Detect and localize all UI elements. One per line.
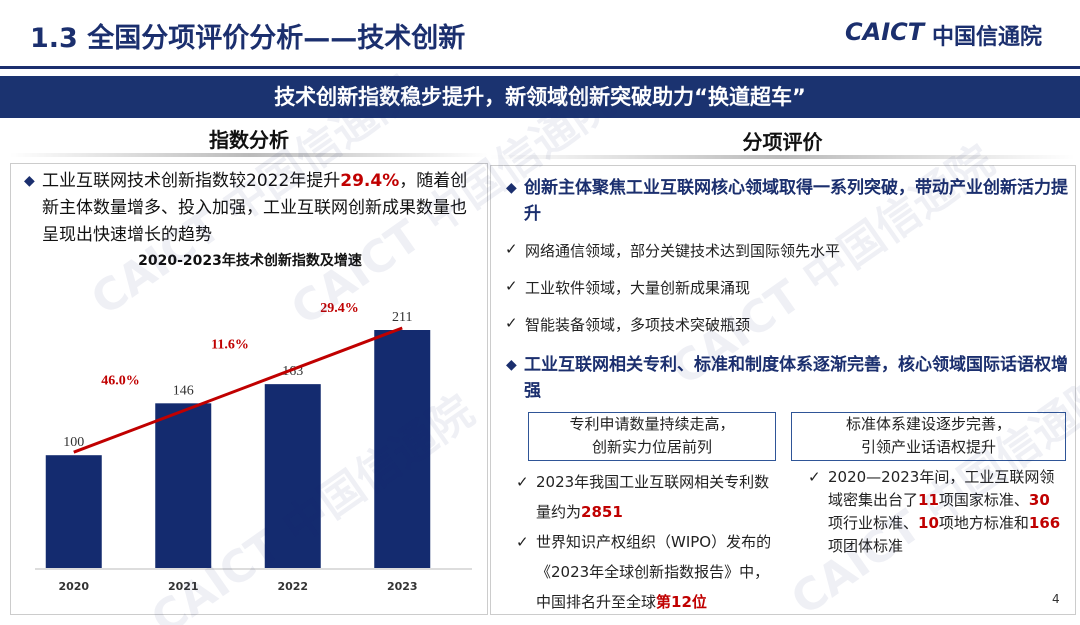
slide-title: 1.3 全国分项评价分析——技术创新: [30, 23, 466, 54]
value-label: 146: [173, 383, 194, 398]
growth-label: 11.6%: [211, 338, 249, 353]
bar: [155, 403, 212, 568]
x-tick-label: 2021: [168, 580, 199, 593]
box-item: 2023年我国工业互联网相关专利数量约为2851: [516, 467, 772, 527]
box-item: 2020—2023年间，工业互联网领域密集出台了11项国家标准、30 项行业标准、…: [808, 466, 1064, 558]
chart-title: 2020-2023年技术创新指数及增速: [138, 252, 362, 269]
header-rule: [0, 66, 1080, 69]
logo-text: 中国信通院: [932, 25, 1043, 50]
text-run: 工业互联网技术创新指数较2022年提升: [42, 171, 341, 191]
heading-rule: [490, 155, 1075, 159]
bar: [264, 384, 321, 568]
sub-box-title: 标准体系建设逐步完善，: [845, 415, 1011, 433]
text-run: 项国家标准、: [938, 491, 1029, 509]
x-tick-label: 2020: [58, 580, 89, 593]
check-item: 智能装备领域，多项技术突破瓶颈: [505, 314, 750, 335]
banner: 技术创新指数稳步提升，新领域创新突破助力“换道超车”: [0, 76, 1080, 118]
text-run: 项地方标准和: [938, 514, 1029, 532]
page-number: 4: [1052, 592, 1060, 606]
growth-label: 29.4%: [320, 301, 359, 316]
highlight: 29.4%: [340, 171, 400, 191]
left-heading: 指数分析: [209, 128, 289, 152]
sub-box-title: 创新实力位居前列: [591, 438, 712, 456]
text-run: ，随着创新主体数量增多、投入加强，工业互联网创新成果数量也呈现出快速增长的趋势: [42, 171, 468, 245]
box-item: 世界知识产权组织（WIPO）发布的《2023年全球创新指数报告》中，中国排名升至…: [516, 527, 772, 617]
sub-box-title: 专利申请数量持续走高，: [569, 415, 735, 433]
highlight: 第12位: [656, 593, 707, 611]
trend-line: [73, 326, 403, 454]
highlight: 166: [1028, 514, 1061, 532]
chart: 2020-2023年技术创新指数及增速 10020201462021163202…: [35, 252, 472, 593]
check-item: 网络通信领域，部分关键技术达到国际领先水平: [505, 240, 840, 261]
bar: [45, 455, 102, 568]
right-box: [490, 165, 1076, 615]
left-paragraph: 工业互联网技术创新指数较2022年提升29.4%，随着创新主体数量增多、投入加强…: [24, 168, 480, 249]
highlight: 10: [918, 514, 939, 532]
text-run: 项行业标准、: [828, 514, 919, 532]
highlight: 11: [918, 491, 939, 509]
heading-rule: [10, 153, 488, 157]
check-item: 工业软件领域，大量创新成果涌现: [505, 277, 750, 298]
sub-box: 专利申请数量持续走高， 创新实力位居前列: [528, 412, 776, 461]
growth-label: 46.0%: [101, 373, 140, 388]
highlight: 30: [1028, 491, 1050, 509]
logo-mark: CAICT: [845, 18, 925, 46]
text-run: 世界知识产权组织（WIPO）发布的《2023年全球创新指数报告》中，中国排名升至…: [536, 533, 772, 611]
left-box: [10, 163, 488, 615]
x-tick-label: 2022: [277, 580, 308, 593]
point: 工业互联网相关专利、标准和制度体系逐渐完善，核心领域国际话语权增强: [506, 352, 1069, 404]
text-run: 2020—2023年间，工业互联网领域密集出台了: [828, 468, 1055, 509]
value-label: 211: [392, 310, 412, 325]
highlight: 2851: [581, 503, 623, 521]
text-run: 2023年我国工业互联网相关专利数量约为: [536, 473, 770, 521]
right-heading: 分项评价: [742, 130, 823, 154]
x-tick-label: 2023: [387, 580, 418, 593]
value-label: 100: [63, 435, 84, 450]
text-run: 项团体标准: [828, 537, 904, 555]
bar: [374, 330, 431, 568]
sub-box-title: 引领产业话语权提升: [860, 438, 996, 456]
sub-box: 标准体系建设逐步完善， 引领产业话语权提升: [791, 412, 1066, 461]
point: 创新主体聚焦工业互联网核心领域取得一系列突破，带动产业创新活力提升: [506, 175, 1069, 227]
